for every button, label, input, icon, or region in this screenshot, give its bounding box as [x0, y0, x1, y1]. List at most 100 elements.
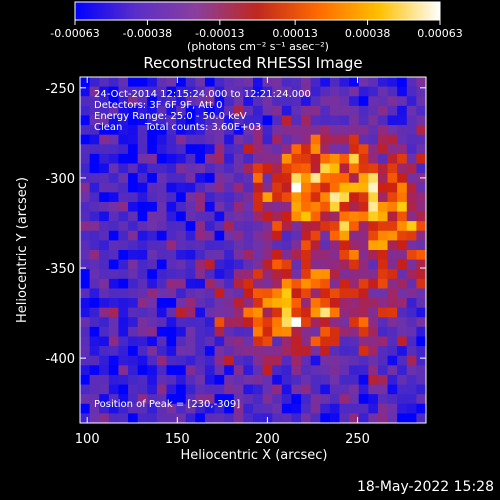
heatmap-cell: [387, 355, 398, 366]
heatmap-cell: [301, 269, 312, 280]
heatmap-cell: [89, 115, 100, 126]
heatmap-cell: [156, 192, 168, 203]
heatmap-cell: [137, 153, 148, 165]
heatmap-cell: [301, 182, 312, 193]
heatmap-cell: [128, 384, 139, 395]
heatmap-cell: [243, 298, 254, 309]
heatmap-cell: [416, 288, 426, 299]
heatmap-cell: [349, 317, 360, 328]
heatmap-cell: [397, 365, 408, 376]
heatmap-cell: [272, 163, 283, 174]
heatmap-cell: [156, 374, 168, 386]
heatmap-cell: [272, 240, 283, 251]
heatmap-cell: [80, 125, 91, 136]
heatmap-cell: [156, 77, 168, 88]
heatmap-cell: [377, 250, 389, 261]
heatmap-cell: [262, 269, 273, 280]
heatmap-cell: [358, 317, 369, 328]
heatmap-cell: [147, 298, 158, 309]
heatmap-cell: [387, 288, 398, 299]
heatmap-cell: [185, 269, 196, 280]
heatmap-cell: [310, 77, 321, 88]
heatmap-cell: [224, 173, 235, 184]
heatmap-cell: [253, 413, 264, 423]
heatmap-cell: [243, 307, 254, 318]
heatmap-cell: [416, 250, 426, 261]
heatmap-cell: [262, 374, 273, 386]
heatmap-cell: [301, 326, 312, 338]
heatmap-cell: [80, 115, 91, 126]
heatmap-cell: [214, 86, 225, 97]
heatmap-cell: [243, 394, 254, 405]
heatmap-cell: [291, 269, 302, 280]
heatmap-cell: [243, 240, 254, 251]
heatmap-cell: [166, 413, 177, 423]
colorbar-tick-label: 0.00063: [417, 27, 463, 40]
heatmap-cell: [166, 278, 177, 290]
heatmap-cell: [281, 134, 293, 145]
heatmap-cell: [185, 105, 196, 117]
heatmap-cell: [253, 307, 264, 318]
heatmap-cell: [137, 403, 148, 414]
heatmap-cell: [387, 298, 398, 309]
heatmap-cell: [166, 77, 177, 88]
heatmap-cell: [406, 211, 417, 222]
heatmap-cell: [128, 173, 139, 184]
heatmap-cell: [281, 355, 293, 366]
heatmap-cell: [185, 365, 196, 376]
heatmap-cell: [349, 374, 360, 386]
heatmap-cell: [291, 298, 302, 309]
heatmap-cell: [416, 413, 426, 423]
heatmap-cell: [358, 153, 369, 165]
heatmap-cell: [233, 384, 244, 395]
heatmap-cell: [80, 403, 91, 414]
heatmap-cell: [243, 153, 254, 165]
heatmap-cell: [329, 317, 341, 328]
heatmap-cell: [195, 153, 206, 165]
heatmap-cell: [156, 307, 168, 318]
heatmap-cell: [310, 365, 321, 376]
heatmap-cell: [368, 336, 379, 347]
heatmap-cell: [99, 182, 110, 193]
heatmap-cell: [310, 278, 321, 290]
heatmap-cell: [310, 96, 321, 107]
heatmap-cell: [339, 230, 350, 241]
heatmap-cell: [416, 115, 426, 126]
heatmap-cell: [272, 278, 283, 290]
heatmap-cell: [349, 240, 360, 251]
heatmap-cell: [262, 163, 273, 174]
heatmap-cell: [301, 298, 312, 309]
heatmap-cell: [262, 134, 273, 145]
heatmap-cell: [358, 77, 369, 88]
heatmap-cell: [204, 211, 216, 222]
heatmap-cell: [137, 278, 148, 290]
heatmap-cell: [416, 153, 426, 165]
heatmap-cell: [233, 96, 244, 107]
heatmap-cell: [310, 355, 321, 366]
heatmap-cell: [416, 192, 426, 203]
x-axis-tick-labels: 100 150 200 250: [75, 432, 370, 447]
heatmap-cell: [137, 298, 148, 309]
heatmap-cell: [253, 221, 264, 232]
heatmap-cell: [416, 134, 426, 145]
heatmap-cell: [108, 105, 120, 117]
heatmap-cell: [80, 288, 91, 299]
heatmap-cell: [253, 105, 264, 117]
heatmap-cell: [281, 317, 293, 328]
heatmap-cell: [156, 394, 168, 405]
heatmap-cell: [214, 269, 225, 280]
heatmap-cell: [358, 221, 369, 232]
heatmap-cell: [80, 163, 91, 174]
heatmap-cell: [368, 105, 379, 117]
heatmap-cell: [358, 326, 369, 338]
heatmap-cell: [272, 355, 283, 366]
heatmap-cell: [262, 288, 273, 299]
heatmap-cell: [108, 201, 120, 213]
heatmap-cell: [406, 96, 417, 107]
heatmap-cell: [118, 192, 129, 203]
heatmap-cell: [406, 403, 417, 414]
heatmap-cell: [147, 96, 158, 107]
heatmap-cell: [195, 240, 206, 251]
heatmap-cell: [166, 259, 177, 270]
heatmap-cell: [406, 115, 417, 126]
